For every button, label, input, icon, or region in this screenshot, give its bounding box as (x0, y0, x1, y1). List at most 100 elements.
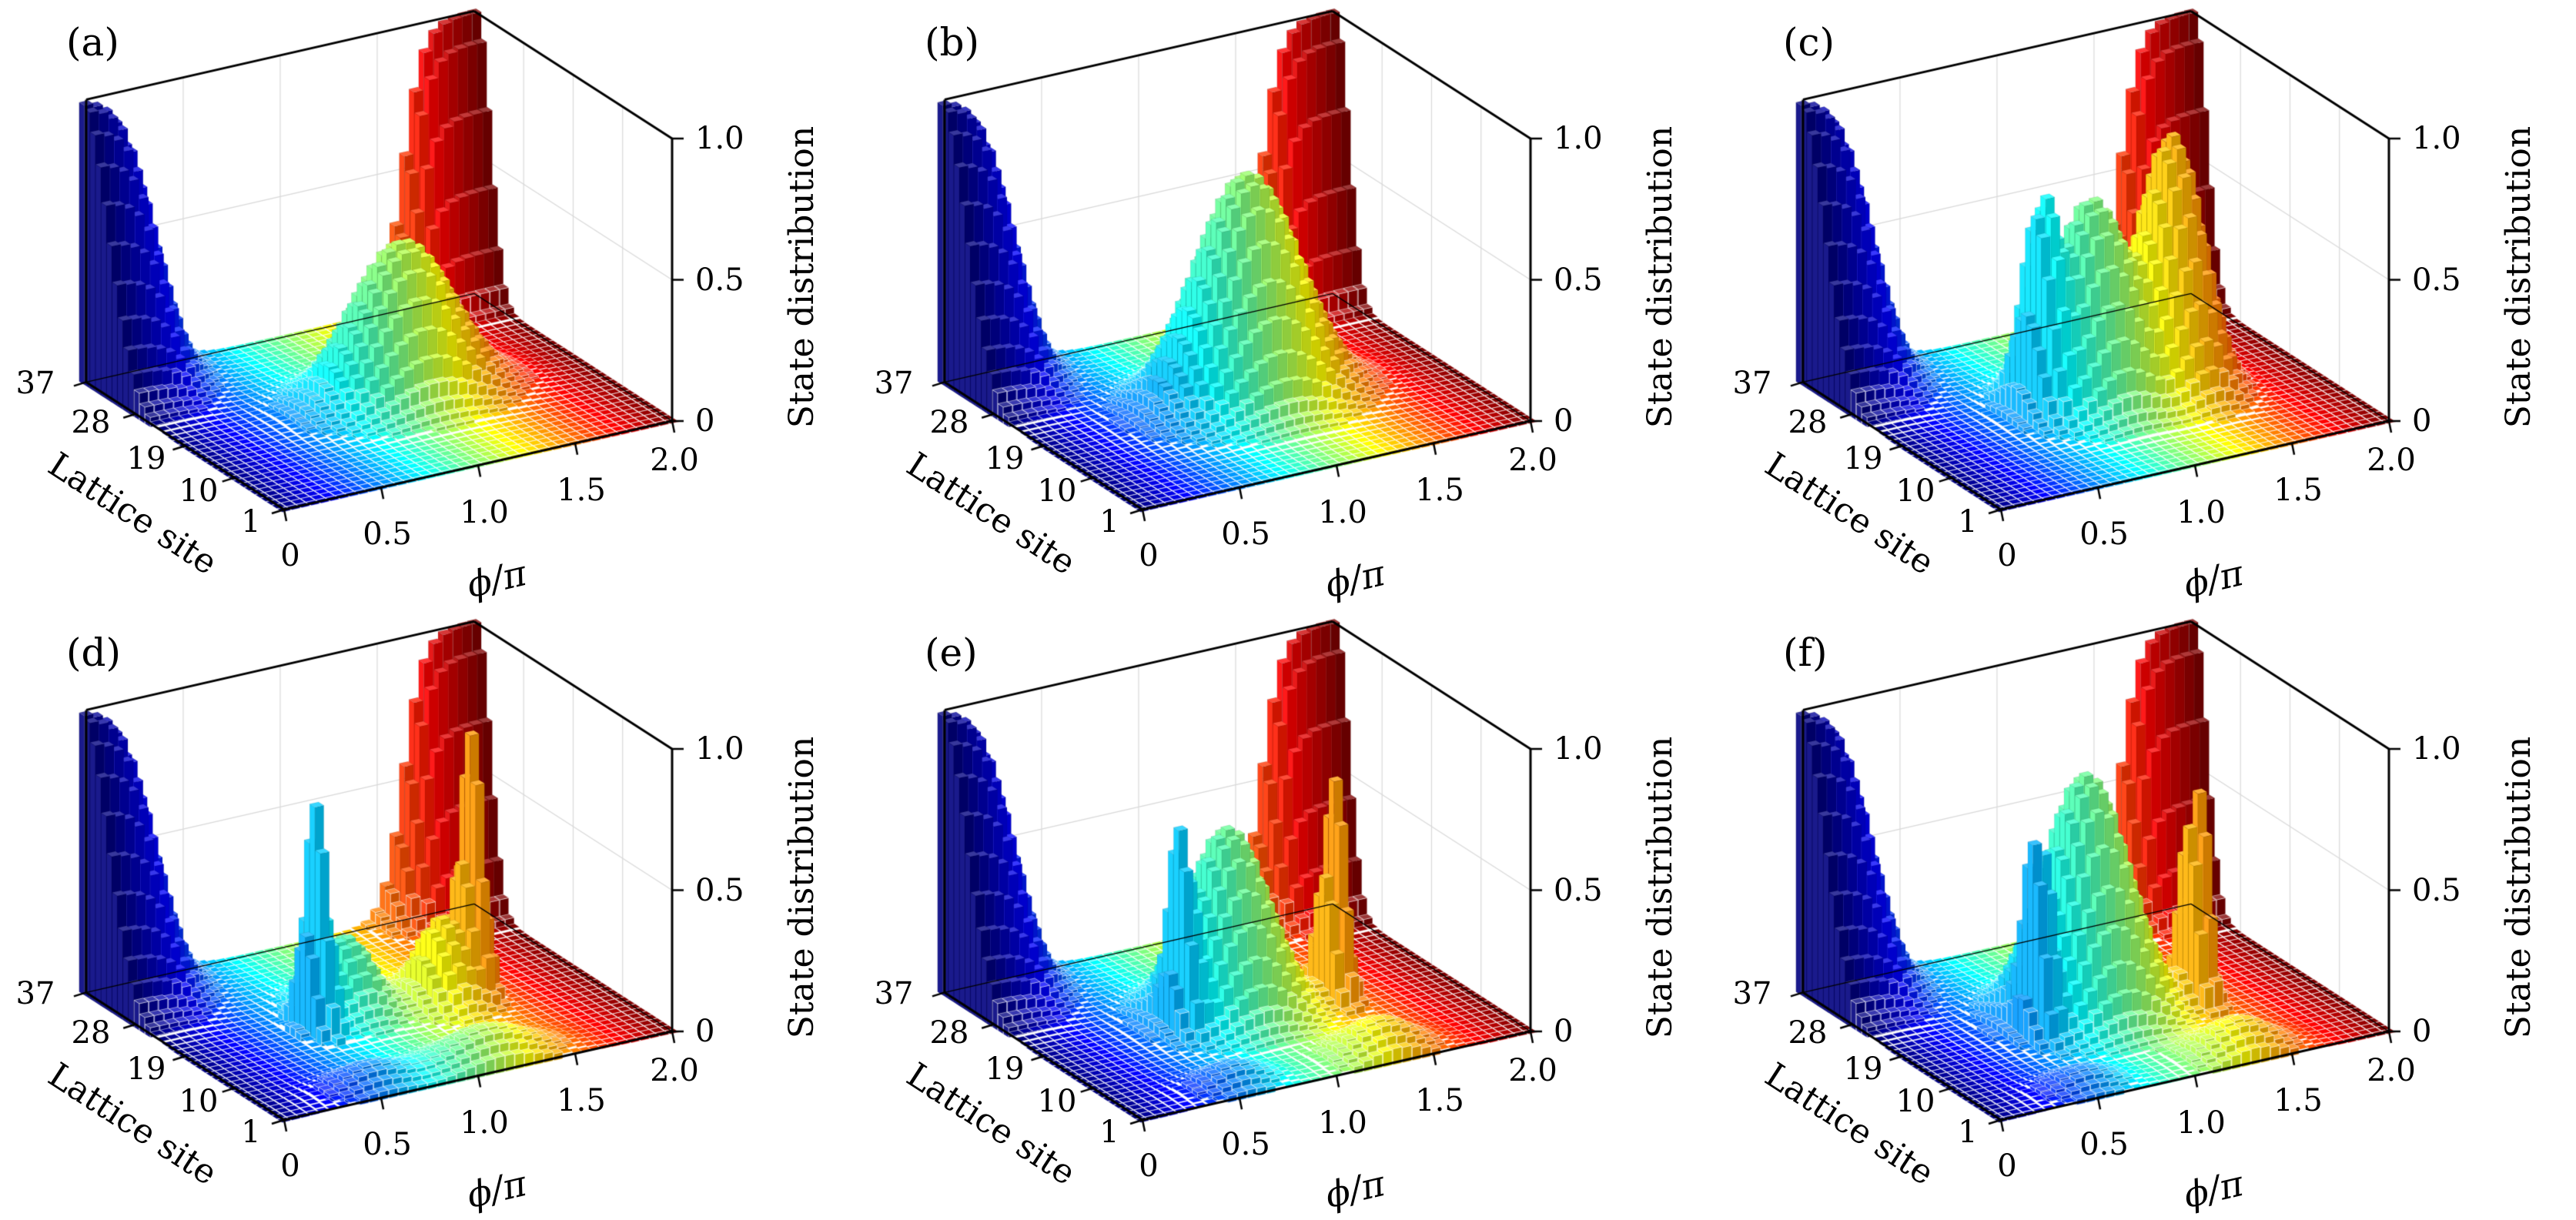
y-tick-label: 1 (1958, 504, 1978, 540)
panel-c: (c) 0 0.5 1.0 1.5 2.0 37 28 19 10 1 1.0 … (1717, 0, 2575, 610)
panel-f: (f) 0 0.5 1.0 1.5 2.0 37 28 19 10 1 1.0 … (1717, 610, 2575, 1220)
z-axis-label: State distribution (2499, 125, 2538, 429)
panel-a: (a) 0 0.5 1.0 1.5 2.0 37 28 19 10 1 1.0 … (0, 0, 858, 610)
plot3d-canvas-b (858, 0, 1717, 610)
x-tick-label: 1.5 (1415, 473, 1464, 508)
x-tick-label: 1.5 (2273, 473, 2323, 508)
z-tick-label: 1.0 (2412, 121, 2461, 156)
y-tick-label: 10 (1037, 1084, 1077, 1119)
z-tick-label: 0.5 (1554, 262, 1603, 298)
z-tick-label: 0.5 (695, 873, 744, 908)
y-tick-label: 10 (1037, 473, 1077, 509)
x-tick-label: 1.0 (2176, 495, 2226, 530)
y-tick-label: 37 (1732, 976, 1772, 1011)
y-tick-label: 19 (1843, 441, 1883, 476)
plot3d-canvas-f (1717, 610, 2575, 1220)
x-tick-label: 2.0 (1508, 443, 1557, 478)
z-tick-label: 1.0 (1554, 121, 1603, 156)
x-tick-label: 0 (1139, 538, 1159, 573)
x-tick-label: 1.5 (2273, 1083, 2323, 1118)
x-tick-label: 1.5 (557, 1083, 606, 1118)
plot3d-canvas-c (1717, 0, 2575, 610)
z-axis-label: State distribution (782, 125, 821, 429)
plot3d-canvas-e (858, 610, 1717, 1220)
panel-letter: (d) (66, 630, 122, 675)
x-tick-label: 2.0 (650, 1053, 699, 1088)
y-tick-label: 19 (126, 1051, 166, 1087)
panel-d: (d) 0 0.5 1.0 1.5 2.0 37 28 19 10 1 1.0 … (0, 610, 858, 1220)
panel-letter: (c) (1783, 20, 1835, 65)
z-tick-label: 1.0 (2412, 731, 2461, 767)
x-tick-label: 0.5 (1221, 1127, 1270, 1162)
z-tick-label: 0.5 (2412, 262, 2461, 298)
x-tick-label: 1.0 (2176, 1105, 2226, 1141)
x-tick-label: 0.5 (2079, 516, 2129, 552)
y-tick-label: 19 (985, 441, 1025, 476)
x-tick-label: 0.5 (2079, 1127, 2129, 1162)
y-tick-label: 1 (1099, 504, 1119, 540)
y-tick-label: 19 (985, 1051, 1025, 1087)
y-tick-label: 28 (929, 405, 969, 440)
y-tick-label: 37 (1732, 366, 1772, 401)
z-tick-label: 0.5 (695, 262, 744, 298)
x-tick-label: 1.0 (460, 1105, 509, 1141)
z-axis-label: State distribution (1641, 736, 1680, 1039)
y-tick-label: 1 (1099, 1115, 1119, 1150)
y-tick-label: 10 (1895, 1084, 1935, 1119)
y-tick-label: 37 (15, 366, 55, 401)
z-axis-label: State distribution (1641, 125, 1680, 429)
y-tick-label: 10 (179, 473, 219, 509)
y-tick-label: 1 (241, 1115, 261, 1150)
x-tick-label: 0.5 (363, 1127, 412, 1162)
panel-letter: (e) (925, 630, 978, 675)
y-tick-label: 19 (1843, 1051, 1883, 1087)
x-tick-label: 0 (280, 538, 300, 573)
x-tick-label: 2.0 (650, 443, 699, 478)
z-tick-label: 0 (2412, 1014, 2432, 1049)
z-tick-label: 0 (695, 1014, 715, 1049)
x-tick-label: 1.5 (557, 473, 606, 508)
z-tick-label: 1.0 (695, 731, 744, 767)
y-tick-label: 1 (1958, 1115, 1978, 1150)
z-axis-label: State distribution (782, 736, 821, 1039)
z-tick-label: 1.0 (1554, 731, 1603, 767)
plot3d-canvas-d (0, 610, 858, 1220)
x-tick-label: 2.0 (2367, 1053, 2416, 1088)
z-axis-label: State distribution (2499, 736, 2538, 1039)
x-tick-label: 2.0 (2367, 443, 2416, 478)
x-tick-label: 1.0 (1318, 1105, 1367, 1141)
y-tick-label: 19 (126, 441, 166, 476)
x-tick-label: 1.0 (460, 495, 509, 530)
x-tick-label: 0.5 (363, 516, 412, 552)
z-tick-label: 1.0 (695, 121, 744, 156)
y-tick-label: 37 (874, 976, 914, 1011)
y-tick-label: 28 (71, 1015, 111, 1051)
z-tick-label: 0.5 (1554, 873, 1603, 908)
x-tick-label: 0.5 (1221, 516, 1270, 552)
z-tick-label: 0 (1554, 403, 1574, 439)
x-tick-label: 0 (1139, 1148, 1159, 1184)
z-tick-label: 0 (695, 403, 715, 439)
y-tick-label: 1 (241, 504, 261, 540)
x-tick-label: 0 (1997, 538, 2017, 573)
x-tick-label: 0 (1997, 1148, 2017, 1184)
x-tick-label: 1.5 (1415, 1083, 1464, 1118)
y-tick-label: 37 (874, 366, 914, 401)
panel-e: (e) 0 0.5 1.0 1.5 2.0 37 28 19 10 1 1.0 … (858, 610, 1717, 1220)
x-tick-label: 2.0 (1508, 1053, 1557, 1088)
z-tick-label: 0 (1554, 1014, 1574, 1049)
y-tick-label: 28 (929, 1015, 969, 1051)
y-tick-label: 37 (15, 976, 55, 1011)
y-tick-label: 28 (1788, 1015, 1828, 1051)
panel-letter: (a) (66, 20, 119, 65)
panel-b: (b) 0 0.5 1.0 1.5 2.0 37 28 19 10 1 1.0 … (858, 0, 1717, 610)
y-tick-label: 10 (1895, 473, 1935, 509)
plot3d-canvas-a (0, 0, 858, 610)
y-tick-label: 10 (179, 1084, 219, 1119)
y-tick-label: 28 (71, 405, 111, 440)
panel-letter: (b) (925, 20, 980, 65)
y-tick-label: 28 (1788, 405, 1828, 440)
x-tick-label: 1.0 (1318, 495, 1367, 530)
z-tick-label: 0 (2412, 403, 2432, 439)
